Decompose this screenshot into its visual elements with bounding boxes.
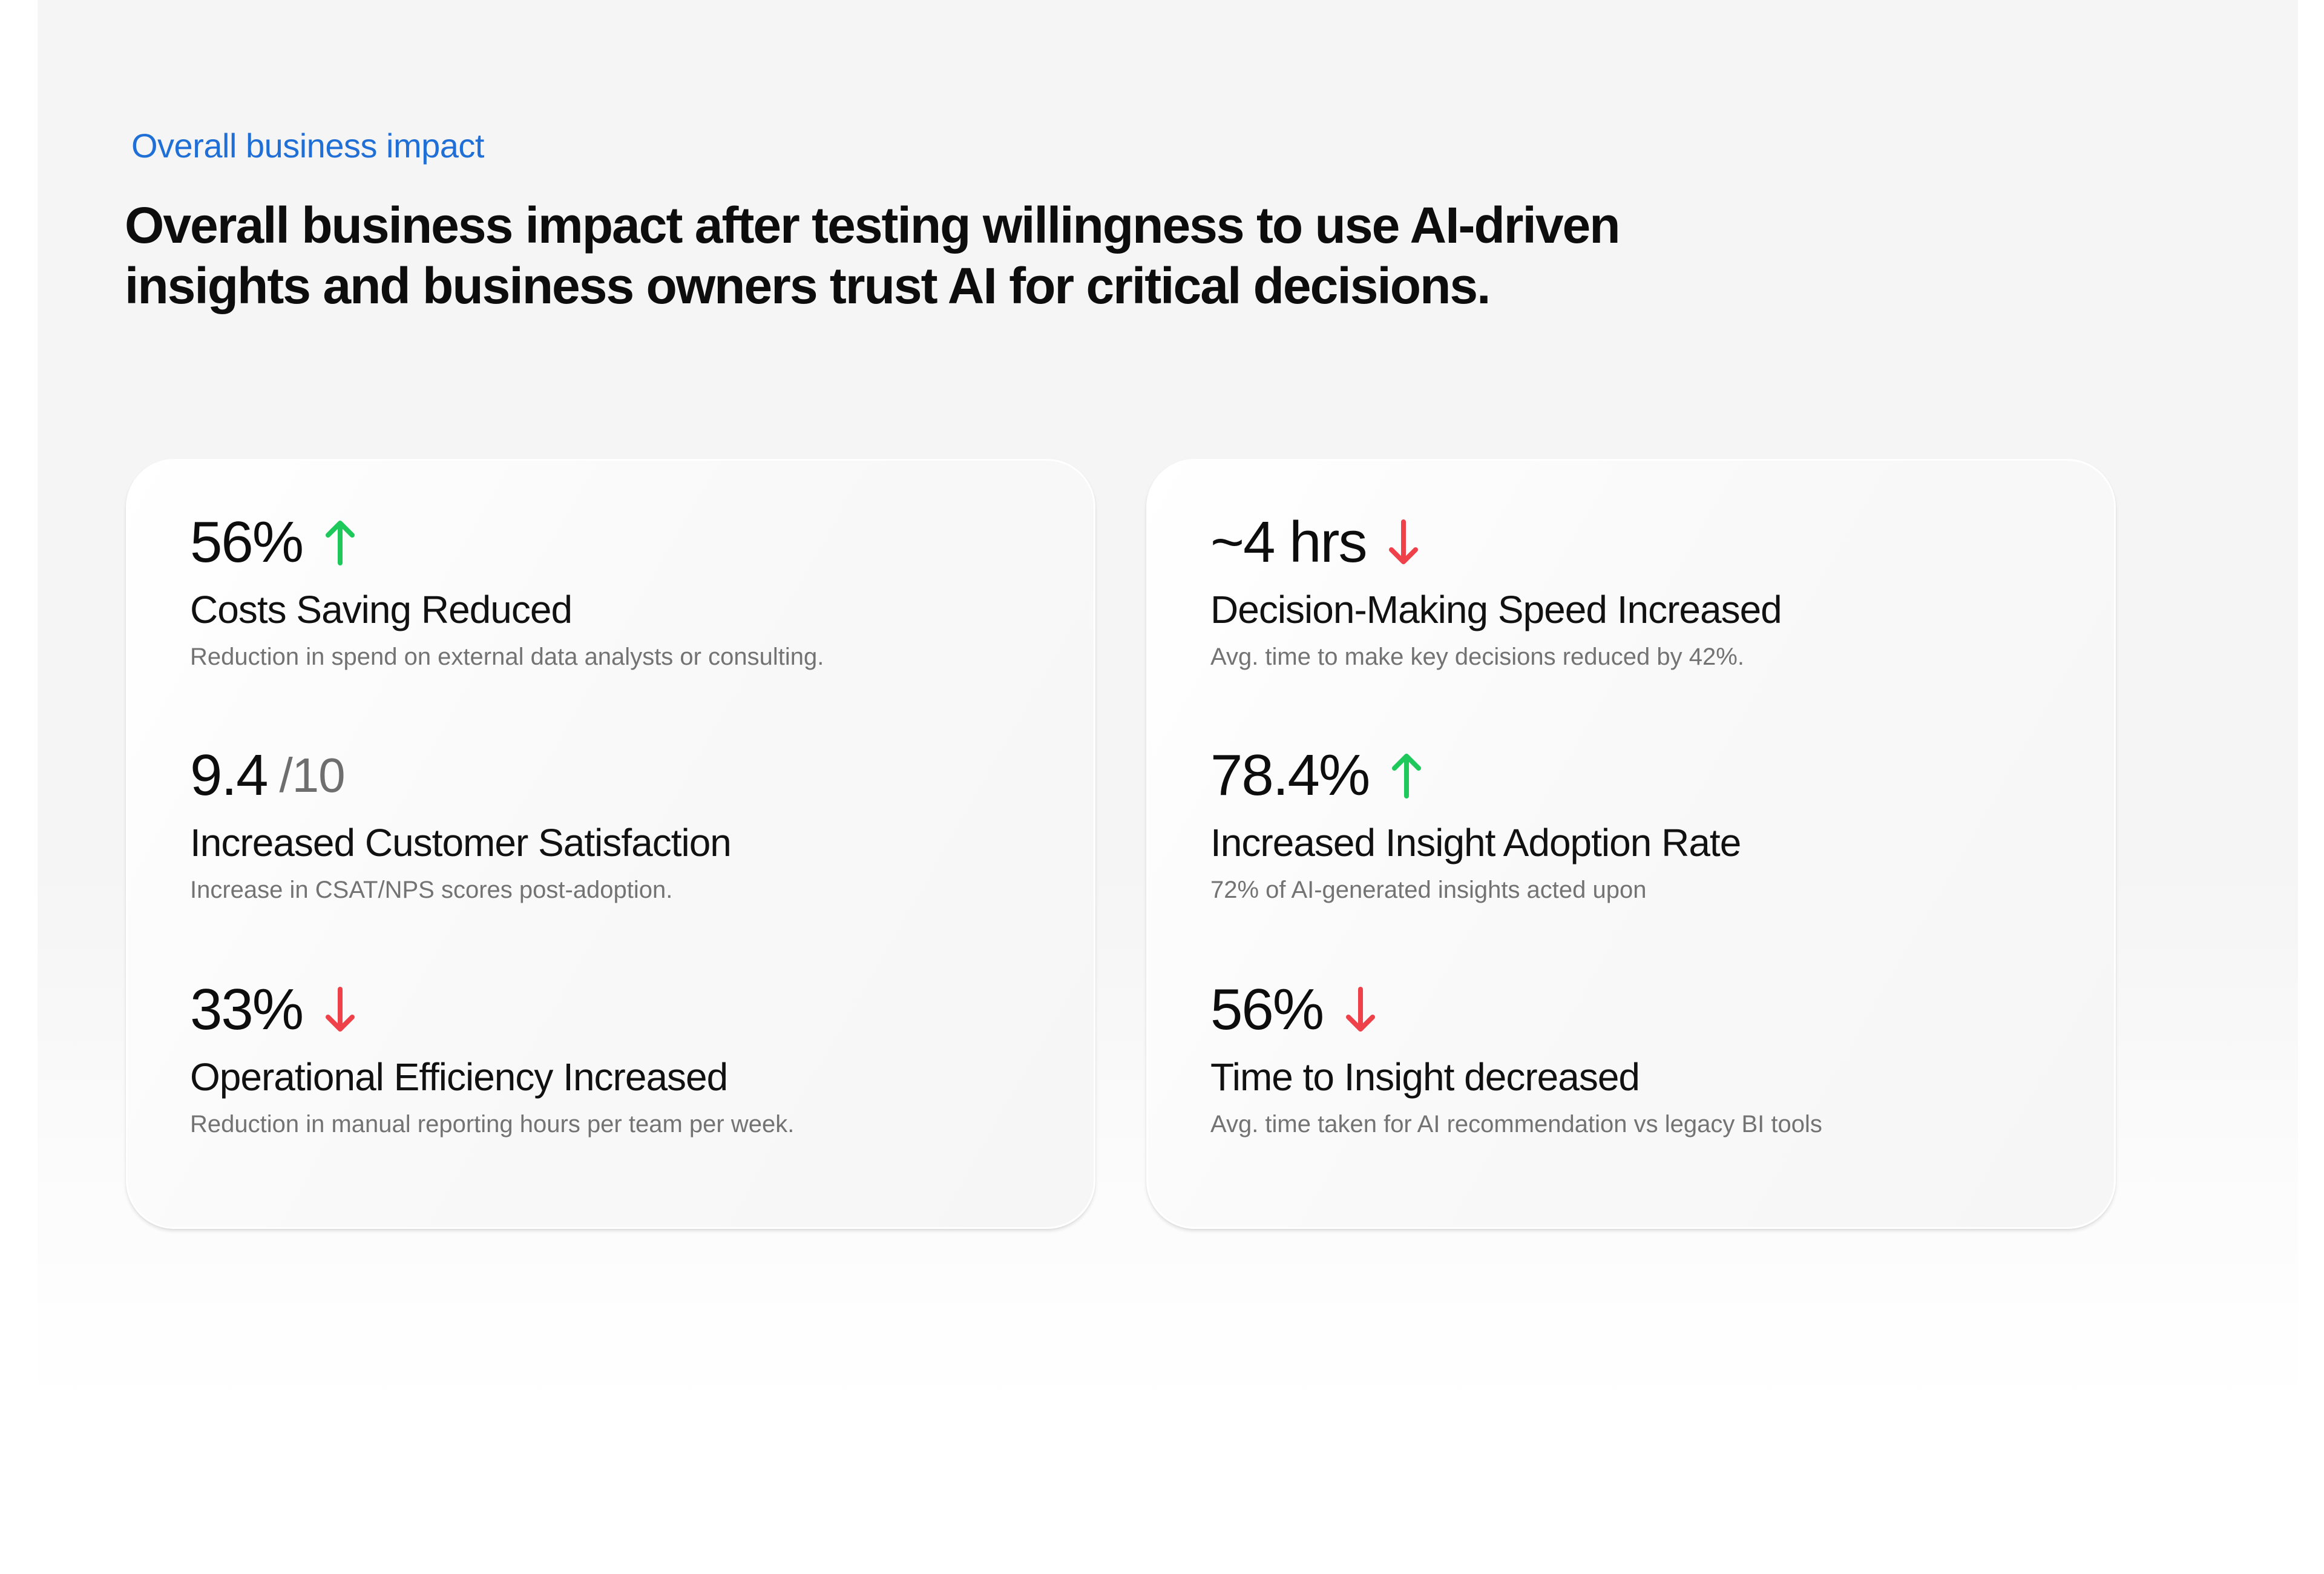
metric-title: Increased Insight Adoption Rate xyxy=(1210,821,1741,864)
metric-decision-speed: ~4 hrs Decision-Making Speed Increased A… xyxy=(1210,509,2082,674)
metric-value-row: 56% xyxy=(190,509,1062,576)
metric-value-row: 9.4 /10 xyxy=(190,742,1062,809)
arrow-up-icon xyxy=(1392,754,1422,799)
metric-value: 78.4% xyxy=(1210,743,1370,808)
section-eyebrow: Overall business impact xyxy=(131,127,484,165)
page-headline: Overall business impact after testing wi… xyxy=(125,195,1759,316)
metric-value: 9.4 xyxy=(190,743,268,808)
metric-value-row: 33% xyxy=(190,976,1062,1043)
metric-value: 56% xyxy=(1210,977,1324,1042)
metric-value-suffix: /10 xyxy=(279,748,345,802)
metric-operational-efficiency: 33% Operational Efficiency Increased Red… xyxy=(190,976,1062,1141)
metric-time-to-insight: 56% Time to Insight decreased Avg. time … xyxy=(1210,976,2082,1141)
metric-customer-satisfaction: 9.4 /10 Increased Customer Satisfaction … xyxy=(190,742,1062,907)
metric-value-row: 56% xyxy=(1210,976,2082,1043)
metric-value-row: 78.4% xyxy=(1210,742,2082,809)
headline-line-2: insights and business owners trust AI fo… xyxy=(125,257,1491,314)
metric-description: Reduction in spend on external data anal… xyxy=(190,644,824,670)
arrow-down-icon xyxy=(1346,987,1376,1032)
metric-value-row: ~4 hrs xyxy=(1210,509,2082,576)
metric-description: Increase in CSAT/NPS scores post-adoptio… xyxy=(190,877,673,903)
metric-description: 72% of AI-generated insights acted upon xyxy=(1210,877,1647,903)
metric-description: Avg. time to make key decisions reduced … xyxy=(1210,644,1744,670)
metric-insight-adoption: 78.4% Increased Insight Adoption Rate 72… xyxy=(1210,742,2082,907)
metric-title: Decision-Making Speed Increased xyxy=(1210,588,1782,631)
arrow-down-icon xyxy=(1389,519,1419,564)
headline-line-1: Overall business impact after testing wi… xyxy=(125,197,1621,254)
metric-title: Operational Efficiency Increased xyxy=(190,1055,728,1099)
metric-title: Costs Saving Reduced xyxy=(190,588,573,631)
metric-value: 33% xyxy=(190,977,304,1042)
metric-title: Increased Customer Satisfaction xyxy=(190,821,732,864)
metrics-card-right: ~4 hrs Decision-Making Speed Increased A… xyxy=(1146,459,2116,1229)
arrow-up-icon xyxy=(326,521,355,565)
metric-description: Avg. time taken for AI recommendation vs… xyxy=(1210,1111,1822,1138)
arrow-down-icon xyxy=(326,987,355,1032)
metric-costs-saving: 56% Costs Saving Reduced Reduction in sp… xyxy=(190,509,1062,674)
metric-description: Reduction in manual reporting hours per … xyxy=(190,1111,795,1138)
metric-value: ~4 hrs xyxy=(1210,510,1367,575)
metrics-card-left: 56% Costs Saving Reduced Reduction in sp… xyxy=(126,459,1095,1229)
metric-title: Time to Insight decreased xyxy=(1210,1055,1640,1099)
metric-value: 56% xyxy=(190,510,304,575)
